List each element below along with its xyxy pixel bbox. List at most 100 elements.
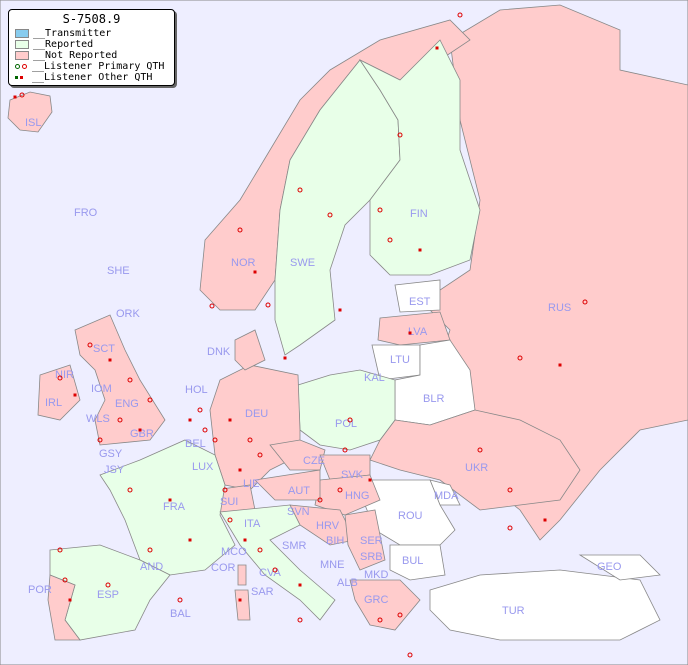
listener-other-qth-marker [368, 478, 372, 482]
country-isl[interactable] [7, 91, 53, 133]
country-label-ita: ITA [244, 518, 261, 530]
country-label-sar: SAR [251, 586, 274, 598]
listener-primary-qth-marker [197, 407, 203, 413]
listener-other-qth-marker [298, 583, 302, 587]
country-geo[interactable] [578, 554, 661, 581]
country-label-aut: AUT [288, 485, 310, 497]
country-label-svk: SVK [341, 469, 364, 481]
country-cor[interactable] [237, 564, 247, 586]
listener-primary-qth-marker [582, 299, 588, 305]
country-lva[interactable] [377, 311, 451, 346]
country-label-gsy: GSY [99, 448, 123, 460]
listener-primary-qth-marker [177, 597, 183, 603]
listener-primary-qth-marker [147, 547, 153, 553]
listener-primary-qth-marker [317, 497, 323, 503]
country-label-eng: ENG [115, 398, 139, 410]
country-srb[interactable] [344, 509, 386, 571]
country-sar[interactable] [234, 589, 251, 621]
listener-primary-qth-marker [247, 437, 253, 443]
country-label-sct: SCT [93, 343, 115, 355]
listener-other-qth-marker [188, 538, 192, 542]
country-label-bul: BUL [402, 555, 423, 567]
country-label-por: POR [28, 584, 52, 596]
country-pol[interactable] [297, 369, 396, 451]
listener-primary-qth-marker [97, 437, 103, 443]
listener-primary-qth-marker [377, 617, 383, 623]
country-label-tur: TUR [502, 605, 525, 617]
country-label-cor: COR [211, 562, 236, 574]
legend-transmitter: __Transmitter [9, 28, 174, 39]
listener-other-qth-marker [188, 418, 192, 422]
listener-other-qth-marker [238, 598, 242, 602]
country-fra[interactable] [99, 439, 236, 576]
country-label-ltu: LTU [390, 354, 410, 366]
country-ukr[interactable] [369, 409, 581, 511]
listener-primary-qth-marker [105, 582, 111, 588]
country-label-jsy: JSY [104, 464, 125, 476]
listener-primary-qth-marker [327, 212, 333, 218]
listener-primary-qth-marker [342, 447, 348, 453]
listener-other-qth-marker [238, 468, 242, 472]
country-label-mda: MDA [434, 490, 459, 502]
legend-label: __Reported [33, 39, 94, 50]
country-label-est: EST [409, 296, 431, 308]
transmitter-swatch [15, 29, 29, 38]
listener-primary-qth-marker [212, 437, 218, 443]
country-label-cze: CZE [303, 455, 325, 467]
country-label-hrv: HRV [316, 520, 340, 532]
listener-primary-qth-marker [127, 487, 133, 493]
listener-primary-qth-marker [337, 487, 343, 493]
country-label-grc: GRC [364, 594, 389, 606]
listener-primary-qth-marker [297, 187, 303, 193]
country-ita[interactable] [219, 504, 336, 621]
listener-other-qth-marker [543, 518, 547, 522]
country-hng[interactable] [314, 474, 381, 516]
country-aut[interactable] [254, 469, 321, 501]
country-label-blr: BLR [423, 393, 444, 405]
other-qth-marker-icon [15, 76, 28, 79]
listener-primary-qth-marker [347, 417, 353, 423]
country-rus[interactable] [419, 4, 688, 541]
country-label-hol: HOL [185, 384, 208, 396]
country-label-srb: SRB [360, 551, 383, 563]
country-est[interactable] [394, 279, 441, 313]
country-label-iom: IOM [91, 383, 112, 395]
reported-swatch [15, 40, 29, 49]
legend-label: __Listener Primary QTH [32, 61, 165, 72]
legend-reported: __Reported [9, 39, 174, 50]
country-dnk[interactable] [234, 329, 266, 371]
listener-other-qth-marker [418, 248, 422, 252]
legend-not-reported: __Not Reported [9, 50, 174, 61]
country-tur[interactable] [429, 569, 661, 641]
legend-label: __Transmitter [33, 28, 112, 39]
listener-primary-qth-marker [297, 617, 303, 623]
country-label-mco: MCO [221, 546, 247, 558]
country-label-ukr: UKR [465, 462, 488, 474]
listener-other-qth-marker [283, 356, 287, 360]
country-label-wls: WLS [86, 413, 110, 425]
country-label-lie: LIE [243, 478, 260, 490]
country-label-irl: IRL [45, 397, 62, 409]
country-label-rou: ROU [398, 510, 423, 522]
listener-other-qth-marker [73, 393, 77, 397]
country-label-hng: HNG [345, 490, 369, 502]
country-label-fin: FIN [410, 208, 428, 220]
country-por[interactable] [47, 574, 81, 641]
country-gbr[interactable] [74, 314, 166, 446]
listener-primary-qth-marker [507, 525, 513, 531]
listener-primary-qth-marker [265, 302, 271, 308]
listener-other-qth-marker [138, 428, 142, 432]
listener-other-qth-marker [558, 363, 562, 367]
country-bul[interactable] [389, 544, 446, 581]
primary-qth-marker-icon [15, 64, 28, 69]
legend: S-7508.9 __Transmitter __Reported __Not … [8, 9, 175, 86]
listener-primary-qth-marker [377, 207, 383, 213]
country-label-kal: KAL [364, 372, 385, 384]
listener-other-qth-marker [108, 358, 112, 362]
listener-primary-qth-marker [507, 487, 513, 493]
listener-other-qth-marker [253, 270, 257, 274]
country-irl[interactable] [37, 364, 81, 421]
listener-primary-qth-marker [117, 417, 123, 423]
country-grc[interactable] [349, 579, 421, 631]
country-label-bal: BAL [170, 608, 191, 620]
